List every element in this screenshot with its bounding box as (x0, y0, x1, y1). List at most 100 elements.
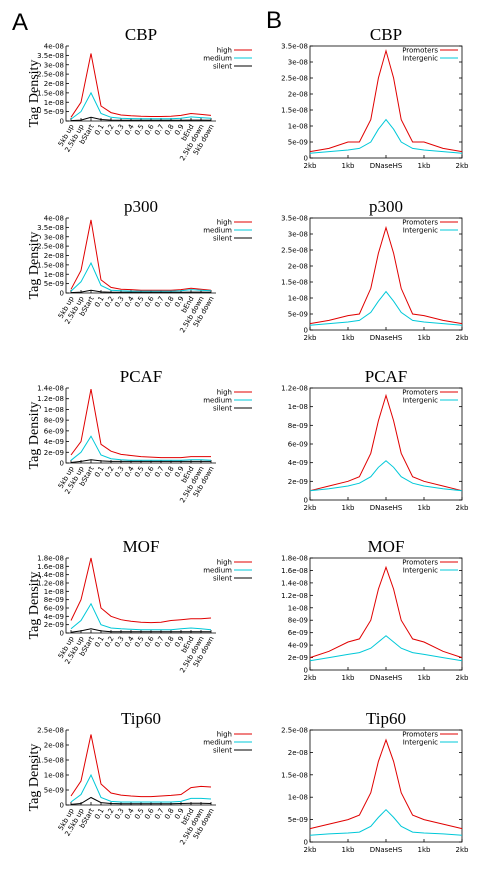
y-tick-label: 4e-09 (44, 438, 64, 446)
y-tick-label: 1.6e-08 (37, 563, 64, 571)
x-tick-label: 2kb (304, 334, 318, 342)
y-tick-label: 0 (304, 667, 308, 675)
y-tick-label: 6e-09 (44, 427, 64, 435)
chart-b-tip60: Tip60 0 5e-09 1e-08 1.5e-08 2e-08 2.5e-08 2kb 1k… (281, 709, 469, 854)
series-line-silent (70, 796, 212, 805)
series-line-silent (70, 628, 211, 633)
y-tick-label: 0 (60, 630, 64, 638)
y-tick-label: 2e-08 (44, 742, 64, 750)
y-tick-label: 1.6e-08 (281, 567, 308, 575)
chart-a-mof: MOF Tag Density 02e-094e-096e-098e-091e-08… (27, 537, 252, 674)
series-line-promoters (309, 565, 463, 659)
legend-label: Intergenic (403, 567, 438, 575)
y-tick-label: 2e-09 (288, 654, 308, 662)
x-tick-label: 1kb (342, 846, 356, 854)
y-tick-label: 2.5e-08 (37, 243, 64, 251)
x-tick-label: 2kb (456, 334, 470, 342)
series-line-high (70, 557, 212, 624)
series-line-intergenic (309, 290, 463, 326)
axis-frame (309, 557, 463, 671)
series-line-promoters (309, 393, 463, 492)
y-tick-label: 2e-08 (288, 263, 308, 271)
x-tick-label: 2kb (304, 504, 318, 512)
legend-label: silent (213, 575, 232, 583)
series-line-intergenic (309, 808, 463, 836)
y-tick-label: 2e-09 (44, 621, 64, 629)
series-line-high (70, 734, 212, 798)
series-line-medium (70, 773, 212, 803)
x-tick-label: DNaseHS (370, 162, 403, 170)
y-tick-label: 3.5e-08 (281, 43, 308, 51)
chart-title: CBP (125, 25, 157, 44)
y-tick-label: 8e-09 (288, 617, 308, 625)
legend-label: high (217, 389, 232, 397)
y-tick-label: 3.5e-08 (281, 215, 308, 223)
chart-title: PCAF (120, 367, 163, 386)
y-tick-label: 1e-08 (288, 794, 308, 802)
y-tick-label: 1.5e-08 (37, 757, 64, 765)
chart-title: PCAF (365, 367, 408, 386)
axis-frame (65, 388, 216, 464)
legend-label: high (217, 731, 232, 739)
y-tick-label: 0 (60, 290, 64, 298)
legend-label: Promoters (402, 389, 438, 397)
y-tick-label: 4e-09 (288, 459, 308, 467)
series-line-intergenic (309, 635, 463, 662)
y-tick-label: 4e-09 (44, 613, 64, 621)
y-tick-label: 1e-08 (44, 406, 64, 414)
y-tick-label: 4e-08 (44, 43, 64, 51)
y-tick-label: 2.5e-08 (37, 71, 64, 79)
series-line-medium (70, 602, 212, 631)
series-line-silent (70, 459, 211, 463)
x-tick-label: 2kb (304, 674, 318, 682)
y-tick-label: 1e-08 (44, 588, 64, 596)
axis-frame (309, 387, 463, 501)
legend-label: Promoters (402, 219, 438, 227)
y-tick-label: 1e-08 (44, 99, 64, 107)
series-line-intergenic (309, 460, 463, 492)
y-tick-label: 1.2e-08 (37, 395, 64, 403)
y-tick-label: 1.4e-08 (37, 571, 64, 579)
y-tick-label: 2e-08 (44, 252, 64, 260)
y-tick-label: 1e-08 (44, 772, 64, 780)
x-tick-label: 1kb (418, 674, 432, 682)
x-tick-label: 1kb (418, 162, 432, 170)
y-tick-label: 1.5e-08 (281, 279, 308, 287)
x-tick-label: 1kb (418, 504, 432, 512)
chart-b-p300: p300 0 5e-09 1e-08 1.5e-08 2e-08 2.5e-08 3e-08 3… (281, 197, 469, 342)
axis-frame (65, 46, 216, 122)
y-tick-label: 1.8e-08 (281, 555, 308, 563)
x-tick-label: 1kb (342, 674, 356, 682)
legend-label: silent (213, 235, 232, 243)
x-tick-label: 1kb (342, 504, 356, 512)
chart-title: MOF (368, 537, 405, 556)
y-tick-label: 5e-09 (288, 139, 308, 147)
chart-b-cbp: CBP 0 5e-09 1e-08 1.5e-08 2e-08 2.5e-08 3e-08 3.… (281, 25, 469, 170)
chart-a-tip60: Tip60 Tag Density 0 5e-09 1e-08 1.5e-08 2e-08 2… (27, 709, 252, 846)
y-tick-label: 2e-09 (288, 478, 308, 486)
x-tick-label: 1kb (418, 846, 432, 854)
axis-frame (65, 218, 216, 294)
legend-label: Intergenic (403, 227, 438, 235)
chart-b-pcaf: PCAF 0 2e-09 4e-09 6e-09 8e-09 1e-08 1.2e-08 2kb… (281, 367, 469, 512)
axis-frame (65, 730, 216, 806)
y-tick-label: 5e-09 (44, 280, 64, 288)
y-axis-label: Tag Density (27, 60, 42, 128)
y-tick-label: 5e-09 (288, 816, 308, 824)
y-tick-label: 0 (60, 118, 64, 126)
x-tick-label: DNaseHS (370, 334, 403, 342)
panel-label-b: B (266, 7, 282, 34)
y-tick-label: 1e-08 (44, 271, 64, 279)
y-tick-label: 1.4e-08 (37, 385, 64, 393)
y-tick-label: 8e-09 (44, 417, 64, 425)
series-line-promoters (309, 48, 463, 153)
chart-title: p300 (124, 197, 158, 216)
legend-label: Promoters (402, 47, 438, 55)
x-tick-label: 2kb (456, 504, 470, 512)
y-tick-label: 1e-08 (288, 403, 308, 411)
y-tick-label: 1.5e-08 (281, 771, 308, 779)
legend-label: silent (213, 63, 232, 71)
legend-label: medium (203, 227, 232, 235)
